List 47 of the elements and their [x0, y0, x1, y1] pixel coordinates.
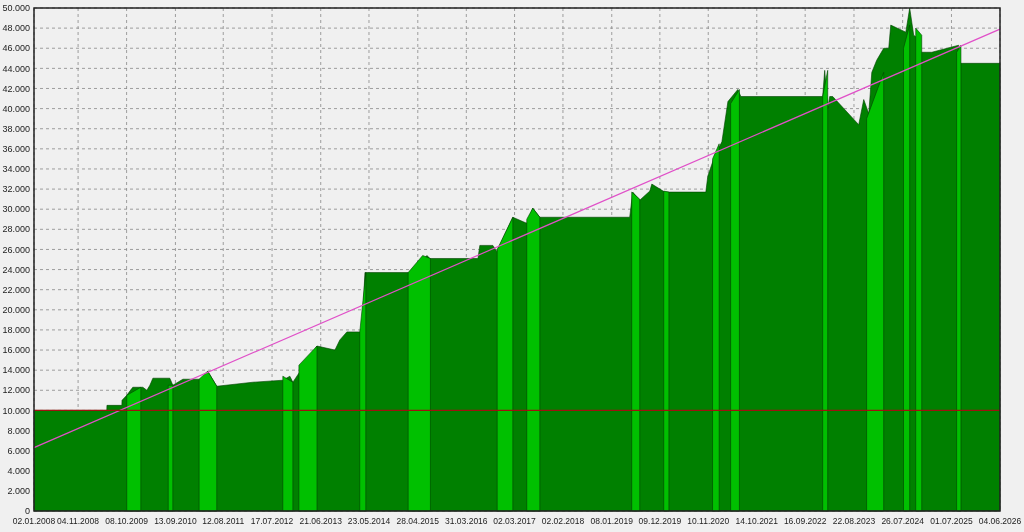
y-tick-label: 20.000: [2, 304, 30, 315]
y-tick-label: 40.000: [2, 103, 30, 114]
y-tick-label: 46.000: [2, 43, 30, 54]
y-tick-label: 30.000: [2, 204, 30, 215]
x-tick-label: 31.03.2016: [445, 516, 488, 526]
x-tick-label: 22.08.2023: [832, 516, 876, 526]
y-tick-label: 32.000: [2, 184, 30, 195]
x-tick-label: 09.12.2019: [638, 516, 682, 526]
y-tick-label: 18.000: [2, 325, 30, 336]
y-tick-label: 2.000: [7, 486, 30, 497]
x-tick-label: 23.05.2014: [347, 516, 391, 526]
x-tick-label: 04.11.2008: [57, 516, 100, 526]
y-tick-label: 16.000: [2, 345, 30, 356]
y-tick-label: 44.000: [2, 63, 30, 74]
x-tick-label: 17.07.2012: [250, 516, 294, 526]
y-tick-label: 36.000: [2, 143, 30, 154]
x-tick-label: 14.10.2021: [735, 516, 779, 526]
y-tick-label: 28.000: [2, 224, 30, 235]
y-tick-label: 6.000: [7, 445, 30, 456]
x-tick-label: 08.10.2009: [105, 516, 149, 526]
x-tick-label: 26.07.2024: [881, 516, 925, 526]
x-tick-label: 08.01.2019: [590, 516, 634, 526]
y-tick-label: 42.000: [2, 83, 30, 94]
y-tick-label: 14.000: [2, 365, 30, 376]
x-tick-label: 21.06.2013: [299, 516, 343, 526]
y-tick-label: 8.000: [7, 425, 30, 436]
x-tick-label: 01.07.2025: [930, 516, 974, 526]
y-tick-label: 48.000: [2, 23, 30, 34]
y-tick-label: 26.000: [2, 244, 30, 255]
x-tick-label: 04.06.2026: [978, 516, 1022, 526]
y-tick-label: 38.000: [2, 123, 30, 134]
x-tick-label: 13.09.2010: [154, 516, 197, 526]
x-tick-label: 02.03.2017: [493, 516, 537, 526]
y-tick-label: 24.000: [2, 264, 30, 275]
x-tick-label: 02.02.2018: [541, 516, 585, 526]
x-tick-label: 02.01.2008: [12, 516, 56, 526]
x-tick-label: 12.08.2011: [202, 516, 245, 526]
x-tick-label: 28.04.2015: [396, 516, 440, 526]
y-tick-label: 10.000: [2, 405, 30, 416]
y-tick-label: 12.000: [2, 385, 30, 396]
x-tick-label: 10.11.2020: [687, 516, 730, 526]
y-tick-label: 34.000: [2, 164, 30, 175]
y-tick-label: 22.000: [2, 284, 30, 295]
x-tick-label: 16.09.2022: [783, 516, 827, 526]
y-tick-label: 4.000: [7, 465, 30, 476]
y-tick-label: 0: [24, 506, 30, 517]
y-tick-label: 50.000: [2, 3, 30, 14]
